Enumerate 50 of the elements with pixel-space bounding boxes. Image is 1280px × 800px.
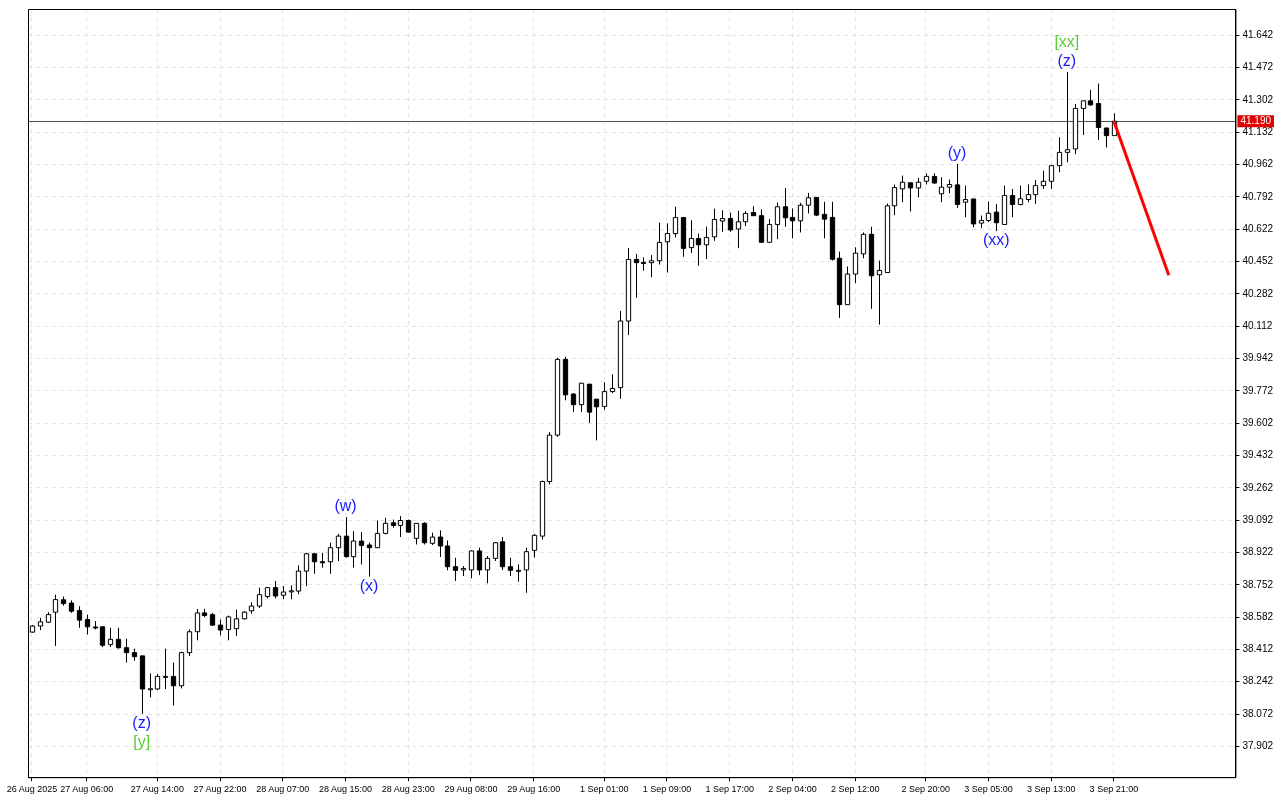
y-tick-label: 40.282 (1242, 287, 1274, 299)
x-tick-label: 26 Aug 2025 (6, 784, 58, 795)
y-tick-label: 40.452 (1242, 255, 1274, 267)
annotation: (x) (359, 577, 379, 594)
x-tick-label: 3 Sep 05:00 (964, 784, 1013, 795)
x-tick-label: 2 Sep 04:00 (768, 784, 817, 795)
x-tick-label: 28 Aug 23:00 (381, 784, 435, 795)
x-tick-label: 2 Sep 12:00 (830, 784, 880, 795)
ref-line-label: 41.190 (1240, 114, 1272, 126)
annotation: [y] (133, 733, 151, 751)
y-tick-label: 40.112 (1242, 319, 1273, 331)
y-tick-label: 40.622 (1242, 222, 1274, 234)
x-tick-label: 29 Aug 08:00 (444, 784, 498, 795)
annotation: [xx] (1054, 33, 1080, 51)
x-tick-label: 1 Sep 01:00 (579, 784, 629, 795)
x-tick-label: 27 Aug 14:00 (130, 784, 184, 795)
x-tick-label: 1 Sep 09:00 (642, 784, 692, 795)
annotation: (y) (947, 144, 967, 162)
y-tick-label: 38.582 (1242, 610, 1274, 622)
y-tick-label: 41.302 (1242, 93, 1274, 105)
y-tick-label: 39.942 (1242, 352, 1274, 364)
y-tick-label: 41.132 (1242, 125, 1274, 137)
x-tick-label: 27 Aug 06:00 (60, 784, 114, 795)
x-tick-label: 3 Sep 21:00 (1089, 784, 1139, 795)
y-tick-label: 37.902 (1242, 740, 1274, 752)
y-tick-label: 39.602 (1242, 416, 1274, 428)
y-tick-label: 39.092 (1242, 513, 1274, 525)
x-tick-label: 27 Aug 22:00 (193, 784, 247, 795)
annotation: (w) (334, 497, 357, 515)
y-tick-label: 41.472 (1242, 61, 1274, 73)
annotation: (z) (1057, 52, 1077, 70)
x-tick-label: 28 Aug 15:00 (319, 784, 373, 795)
y-tick-label: 39.432 (1242, 449, 1274, 461)
y-tick-label: 38.072 (1242, 707, 1274, 719)
x-tick-label: 28 Aug 07:00 (256, 784, 310, 795)
x-tick-label: 1 Sep 17:00 (705, 784, 754, 795)
y-tick-label: 39.772 (1242, 384, 1274, 396)
y-tick-label: 41.642 (1242, 28, 1274, 40)
x-tick-label: 2 Sep 20:00 (901, 784, 950, 795)
annotation: (xx) (982, 231, 1010, 249)
annotation: (z) (132, 714, 152, 732)
y-tick-label: 39.262 (1242, 481, 1274, 493)
y-tick-label: 38.412 (1242, 643, 1274, 655)
y-tick-label: 38.752 (1242, 578, 1274, 590)
y-tick-label: 40.792 (1242, 190, 1274, 202)
y-tick-label: 38.922 (1242, 546, 1274, 558)
x-tick-label: 3 Sep 13:00 (1026, 784, 1076, 795)
x-tick-label: 29 Aug 16:00 (507, 784, 561, 795)
y-tick-label: 38.242 (1242, 675, 1274, 687)
y-tick-label: 40.962 (1242, 158, 1274, 170)
